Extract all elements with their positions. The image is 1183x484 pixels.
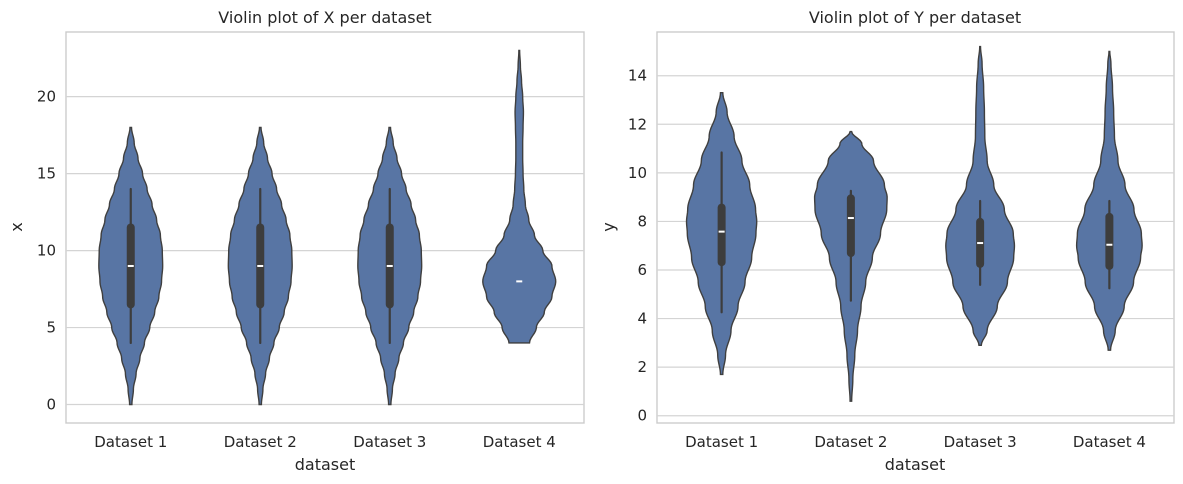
violin-body (482, 49, 557, 344)
x-tick-label: Dataset 4 (1073, 433, 1146, 451)
y-tick-label: 20 (37, 88, 56, 106)
y-axis-label: y (599, 222, 618, 231)
y-tick-label: 2 (637, 358, 647, 376)
y-tick-label: 0 (637, 407, 647, 425)
y-tick-label: 5 (46, 319, 56, 337)
y-tick-label: 14 (628, 67, 647, 85)
x-axis-label: dataset (295, 455, 356, 474)
x-tick-label: Dataset 4 (483, 433, 556, 451)
plot-frame (656, 31, 1175, 424)
chart-title: Violin plot of Y per dataset (809, 8, 1021, 27)
violin-1 (98, 126, 164, 406)
x-tick-label: Dataset 2 (814, 433, 887, 451)
violin-2 (813, 130, 888, 402)
y-tick-label: 15 (37, 165, 56, 183)
x-axis-label: dataset (885, 455, 946, 474)
y-tick-labels: 0 2 4 6 8 10 12 14 (628, 67, 647, 425)
x-tick-label: Dataset 3 (944, 433, 1017, 451)
y-axis-label: x (7, 222, 26, 231)
violin-4 (482, 49, 557, 344)
x-tick-labels: Dataset 1 Dataset 2 Dataset 3 Dataset 4 (685, 433, 1146, 451)
x-tick-label: Dataset 1 (94, 433, 167, 451)
y-tick-label: 10 (37, 242, 56, 260)
plot-frame (65, 31, 585, 424)
violin-3 (945, 45, 1016, 346)
violins (685, 45, 1143, 402)
chart-title: Violin plot of X per dataset (218, 8, 431, 27)
x-tick-labels: Dataset 1 Dataset 2 Dataset 3 Dataset 4 (94, 433, 556, 451)
x-tick-label: Dataset 1 (685, 433, 758, 451)
x-tick-label: Dataset 2 (224, 433, 297, 451)
violin-body (945, 45, 1016, 346)
violin-4 (1075, 50, 1143, 351)
y-tick-label: 6 (637, 261, 647, 279)
y-tick-label: 12 (628, 115, 647, 133)
y-tick-label: 4 (637, 310, 647, 328)
violin-1 (685, 92, 758, 376)
violin-3 (357, 126, 423, 406)
x-tick-label: Dataset 3 (353, 433, 426, 451)
violins (98, 49, 557, 406)
violin-2 (227, 126, 293, 406)
y-tick-label: 8 (637, 212, 647, 230)
y-tick-label: 10 (628, 164, 647, 182)
y-tick-labels: 0 5 10 15 20 (37, 88, 56, 414)
y-tick-label: 0 (46, 396, 56, 414)
